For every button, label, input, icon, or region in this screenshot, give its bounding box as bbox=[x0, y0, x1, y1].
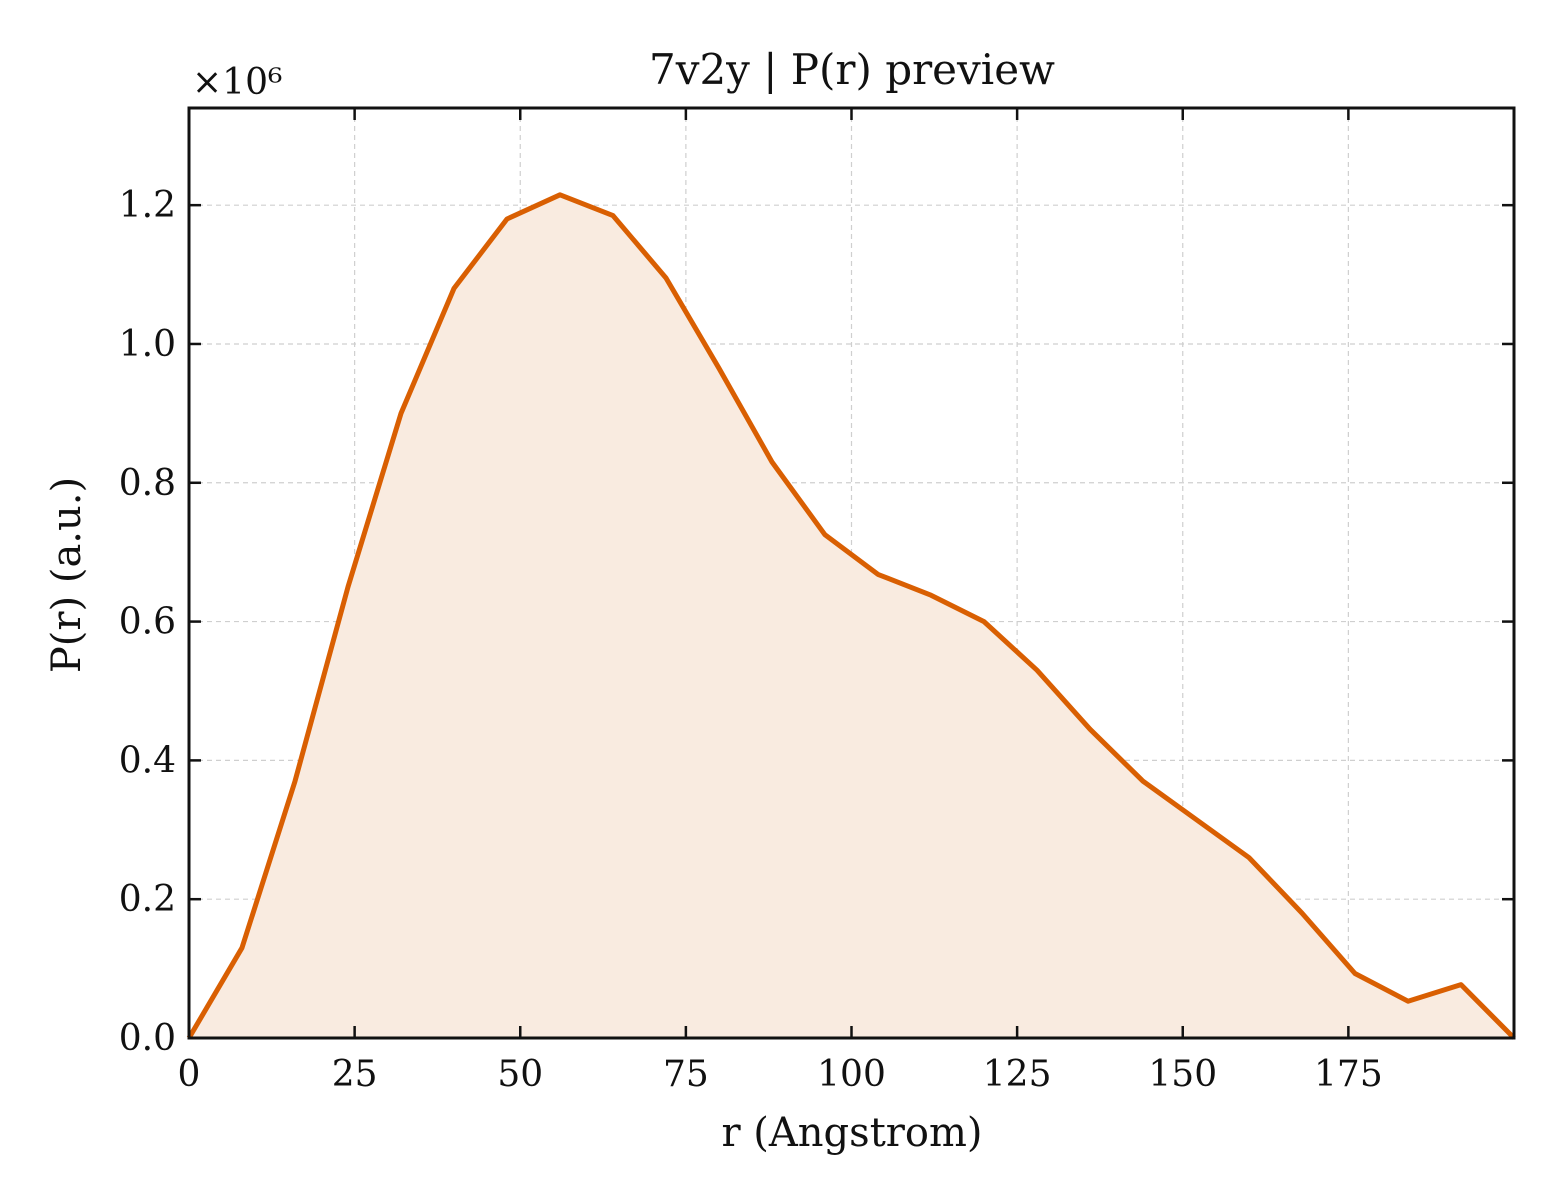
y-tick-label: 0.8 bbox=[119, 463, 176, 504]
x-tick-label: 150 bbox=[1148, 1054, 1217, 1095]
series-line bbox=[186, 192, 1516, 1040]
x-tick-label: 0 bbox=[178, 1054, 201, 1095]
chart-title: 7v2y | P(r) preview bbox=[649, 45, 1055, 94]
x-axis-label: r (Angstrom) bbox=[721, 1110, 982, 1156]
x-tick-label: 125 bbox=[983, 1054, 1052, 1095]
y-axis-label: P(r) (a.u.) bbox=[44, 477, 90, 673]
x-tick-labels: 0 25 50 75 100 125 150 175 bbox=[178, 1054, 1383, 1095]
x-tick-label: 75 bbox=[663, 1054, 709, 1095]
y-tick-label: 0.6 bbox=[119, 602, 176, 643]
x-tick-label: 50 bbox=[497, 1054, 543, 1095]
y-multiplier-label: ×10⁶ bbox=[192, 62, 282, 103]
y-tick-label: 1.0 bbox=[119, 324, 176, 365]
y-tick-labels: 0.0 0.2 0.4 0.6 0.8 1.0 1.2 bbox=[119, 185, 176, 1059]
x-tick-label: 25 bbox=[332, 1054, 378, 1095]
x-tick-label: 175 bbox=[1314, 1054, 1383, 1095]
y-tick-label: 0.2 bbox=[119, 879, 176, 920]
x-tick-label: 100 bbox=[817, 1054, 886, 1095]
series-area-fill bbox=[189, 194, 1514, 1039]
axis-ticks bbox=[187, 108, 1514, 1040]
y-tick-label: 0.0 bbox=[119, 1018, 176, 1059]
y-tick-label: 1.2 bbox=[119, 185, 176, 226]
y-tick-label: 0.4 bbox=[119, 740, 176, 781]
